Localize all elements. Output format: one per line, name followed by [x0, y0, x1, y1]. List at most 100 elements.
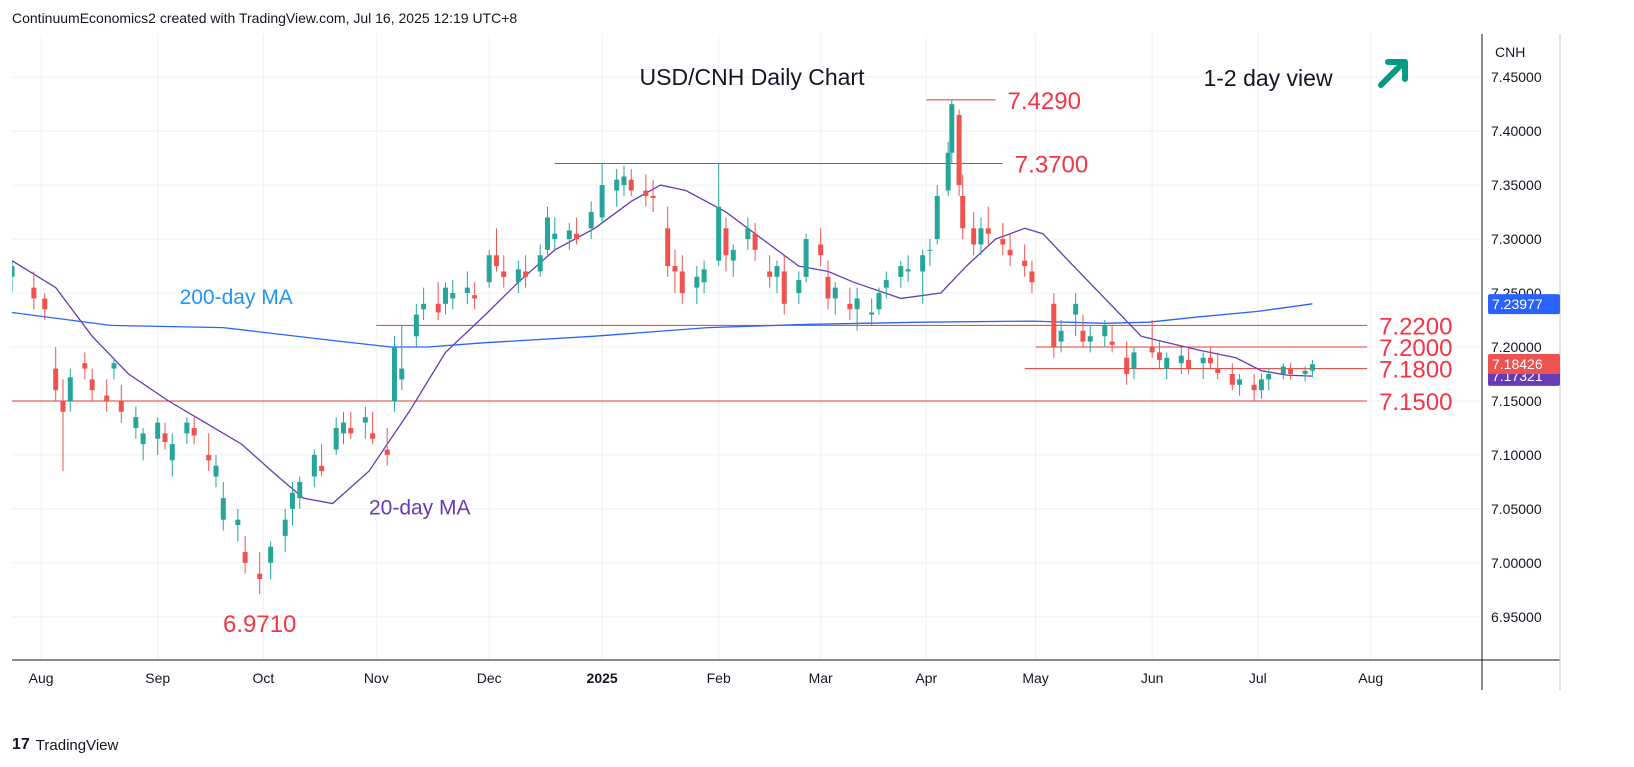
candle-body	[767, 271, 773, 277]
candle-body	[832, 287, 838, 299]
candle	[1080, 314, 1086, 347]
candle	[268, 541, 274, 580]
level-label: 7.3700	[1015, 152, 1088, 179]
candle-body	[847, 303, 853, 310]
candle-body	[876, 293, 882, 310]
candle	[934, 185, 940, 245]
candle-body	[206, 454, 212, 461]
candle-body	[1156, 352, 1162, 360]
candle	[1302, 366, 1308, 382]
candle	[1051, 293, 1057, 358]
candle	[464, 271, 470, 304]
candle-body	[796, 280, 802, 294]
price-tick-label: 7.20000	[1491, 339, 1542, 355]
candle	[104, 379, 110, 412]
candle-body	[1149, 347, 1155, 353]
candle-body	[184, 422, 190, 434]
time-axis[interactable]: Aug Sep Oct Nov Dec 2025 Feb Mar Apr May Jun Jul Aug	[29, 670, 1384, 686]
candle	[614, 168, 620, 207]
candle	[945, 141, 951, 196]
candle-body	[905, 269, 911, 272]
time-tick-label: Jul	[1249, 670, 1267, 686]
candle-body	[672, 266, 678, 272]
candle	[1156, 341, 1162, 369]
candle	[544, 206, 550, 256]
candle	[413, 303, 419, 347]
candle-body	[1164, 357, 1170, 369]
candle-body	[960, 195, 966, 229]
candle-body	[486, 255, 492, 283]
candle	[169, 433, 175, 477]
time-tick-label: Dec	[477, 670, 502, 686]
candle-body	[745, 228, 751, 240]
candle	[876, 287, 882, 315]
candle-body	[370, 433, 376, 439]
ma-200-line	[12, 303, 1313, 348]
candle-body	[1302, 370, 1308, 374]
candle-body	[920, 255, 926, 272]
candle	[362, 406, 368, 439]
candle-body	[665, 228, 671, 267]
candle-body	[1258, 379, 1264, 391]
candle	[297, 476, 303, 509]
support-resistance-lines	[12, 99, 1368, 402]
candle-body	[220, 498, 226, 520]
price-tick-label: 7.15000	[1491, 393, 1542, 409]
candle	[803, 233, 809, 283]
candle	[701, 260, 707, 294]
usd-cnh-chart[interactable]: USD/CNH Daily Chart 1-2 day view 200-day…	[0, 0, 1634, 730]
candle	[162, 422, 168, 450]
candle-body	[614, 179, 620, 191]
time-tick-label: Aug	[1358, 670, 1383, 686]
candle-body	[1280, 366, 1286, 374]
price-axis[interactable]: CNH 7.450007.400007.350007.300007.250007…	[1491, 44, 1542, 625]
candle	[650, 179, 656, 213]
candle-body	[1186, 359, 1192, 369]
candle-body	[268, 546, 274, 563]
candle	[282, 508, 288, 553]
candle	[1102, 320, 1108, 347]
candle-body	[588, 212, 594, 229]
candle	[493, 228, 499, 272]
candle-body	[628, 179, 634, 191]
candle	[920, 249, 926, 304]
candle-body	[978, 228, 984, 245]
candle-body	[67, 377, 73, 401]
candle-body	[399, 368, 405, 380]
candle-body	[1207, 357, 1213, 364]
candle	[643, 174, 649, 207]
candle	[1164, 352, 1170, 380]
candle	[985, 206, 991, 245]
tradingview-footer[interactable]: 17 TradingView	[12, 736, 118, 754]
candle	[257, 552, 263, 595]
candle	[745, 217, 751, 250]
candle-body	[971, 228, 977, 245]
price-tick-label: 7.30000	[1491, 231, 1542, 247]
candle-body	[621, 176, 627, 186]
candle-body	[162, 433, 168, 442]
price-tick-label: 6.95000	[1491, 609, 1542, 625]
candle	[140, 427, 146, 461]
candle-body	[1022, 260, 1028, 267]
candle-body	[956, 114, 962, 186]
candle	[978, 217, 984, 256]
candle-body	[898, 266, 904, 277]
candle-body	[31, 287, 37, 299]
chart-annotations: USD/CNH Daily Chart 1-2 day view 200-day…	[180, 59, 1408, 519]
candle-body	[723, 228, 729, 256]
candle	[472, 282, 478, 310]
candle	[515, 260, 521, 294]
candle	[206, 433, 212, 472]
candle-body	[289, 492, 295, 509]
candle	[599, 163, 605, 223]
candle	[774, 260, 780, 294]
candle-body	[523, 271, 529, 277]
tradingview-logo: 17	[12, 736, 30, 753]
candle	[1087, 325, 1093, 353]
candle	[723, 217, 729, 272]
candle	[89, 368, 95, 401]
time-tick-label: Apr	[915, 670, 937, 686]
candle	[1200, 352, 1206, 380]
plot-area[interactable]	[10, 99, 1368, 595]
